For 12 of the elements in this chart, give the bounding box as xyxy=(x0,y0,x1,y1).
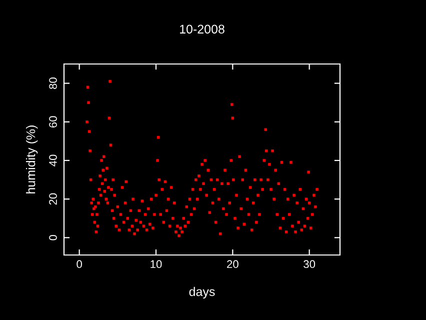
x-tick-label: 30 xyxy=(304,260,316,268)
y-axis-title: humidity (%) xyxy=(26,126,38,194)
x-tick-label: 20 xyxy=(227,260,238,268)
y-tick-label: 60 xyxy=(49,116,57,128)
x-tick-label: 0 xyxy=(76,260,82,268)
x-axis-title: days xyxy=(189,286,215,299)
chart-title: 10-2008 xyxy=(180,24,224,34)
y-tick-label: 40 xyxy=(49,154,57,166)
y-tick-label: 80 xyxy=(49,78,57,89)
y-tick-label: 0 xyxy=(49,234,57,240)
x-tick-label: 10 xyxy=(150,260,162,268)
y-tick-label: 20 xyxy=(49,193,57,205)
